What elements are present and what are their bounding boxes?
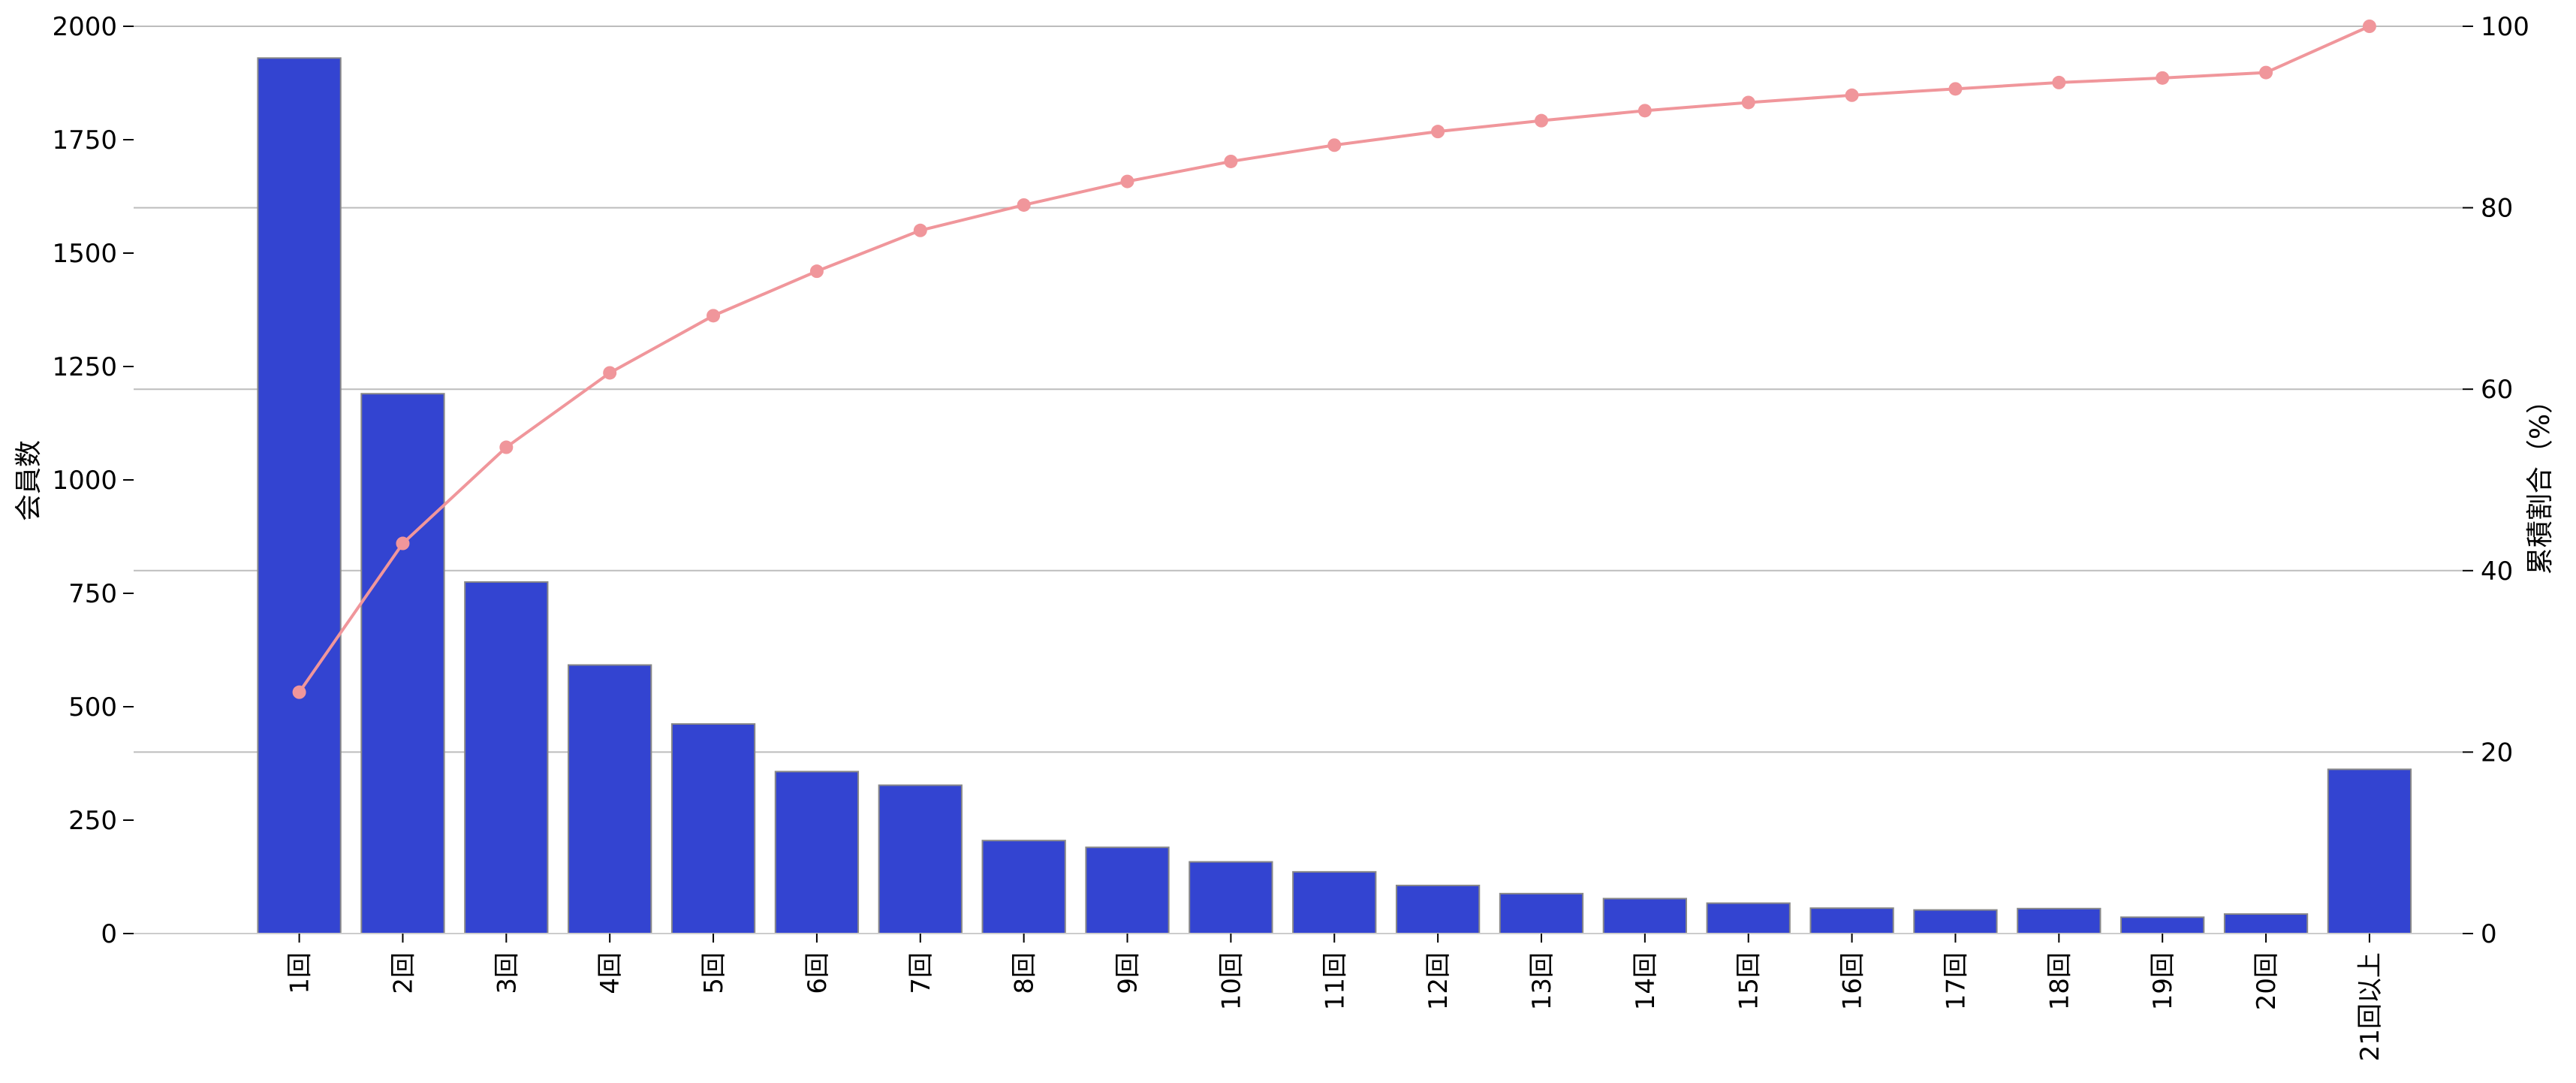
bar [2017,907,2101,935]
bar [774,771,860,934]
left-y-axis-title: 会員数 [14,440,44,521]
left-tick-label: 500 [68,692,117,723]
left-tick-label: 1500 [52,239,117,269]
x-tick-label: 5回 [699,952,729,994]
line-point [913,223,927,237]
right-y-axis-title: 累積割合（%） [2525,387,2556,575]
x-tick-label: 9回 [1113,952,1143,994]
line-point [1224,154,1238,168]
bar [568,664,652,934]
x-tick-label: 21回以上 [2355,952,2385,1061]
line-point [1741,95,1755,110]
x-tick-label: 3回 [492,952,522,994]
left-tick-label: 2000 [52,12,117,42]
line-point [1327,138,1342,152]
bar [2223,913,2309,934]
left-tick-label: 750 [68,579,117,609]
left-tick-label: 1000 [52,466,117,496]
x-tick-label: 6回 [803,952,833,994]
cumulative-line-series [292,20,2376,699]
bar [1189,861,1273,934]
x-tick-label: 17回 [1941,952,1971,1010]
x-tick-label: 2回 [388,952,418,994]
line-point [2052,75,2066,89]
x-tick-label: 10回 [1216,952,1246,1010]
bar [981,840,1066,935]
bar [1292,870,1377,934]
bar [1602,897,1688,934]
bar [1499,892,1584,935]
line-point [707,309,721,323]
x-tick-label: 19回 [2148,952,2178,1010]
x-tick-label: 11回 [1320,952,1350,1010]
bar [360,393,445,934]
bar [464,581,549,935]
right-tick-label: 40 [2481,557,2513,587]
line-point [1431,125,1445,139]
x-tick-label: 20回 [2252,952,2282,1010]
bar [257,57,342,934]
left-tick-label: 1250 [52,352,117,382]
bar [2120,916,2205,934]
line-point [396,536,410,551]
x-axis: 1回 2回 3回 4回 5回 6回 7回 8回 9回 10回 11回 12回 13回 14回 15回 16回 1… [134,933,2463,1061]
bar [1706,902,1791,934]
x-tick-label: 1回 [285,952,315,994]
line-point [1948,82,1963,96]
bar [878,784,963,934]
bar [670,723,756,935]
bar [1809,907,1894,935]
x-tick-label: 14回 [1631,952,1661,1010]
left-tick-label: 250 [68,806,117,836]
line-point [499,440,514,454]
right-y-axis: 0 20 40 60 80 100 [2463,12,2529,949]
left-tick-label: 1750 [52,125,117,155]
x-tick-label: 4回 [595,952,625,994]
x-tick-label: 13回 [1527,952,1557,1010]
right-tick-label: 100 [2481,12,2529,42]
cumulative-line [297,25,2370,693]
right-tick-label: 60 [2481,375,2513,405]
x-tick-label: 16回 [1838,952,1868,1010]
line-point [1120,174,1134,189]
bar [1085,846,1170,934]
line-point [603,366,617,380]
line-point [1534,113,1548,128]
x-tick-label: 12回 [1424,952,1454,1010]
line-point [809,264,824,279]
line-point [1637,104,1652,118]
bar [2327,768,2412,935]
line-point [2362,20,2376,33]
line-point [292,685,306,699]
x-tick-label: 8回 [1010,952,1040,994]
x-tick-label: 15回 [1734,952,1764,1010]
bar [1395,884,1481,934]
right-tick-label: 20 [2481,738,2513,768]
line-point [2259,65,2273,80]
bar [1913,909,1998,935]
right-tick-label: 80 [2481,194,2513,224]
bar-series [257,57,2412,935]
line-point [2156,71,2170,85]
line-point [1017,198,1031,212]
left-tick-label: 0 [101,919,117,949]
line-point [1845,88,1859,102]
left-y-axis: 0 250 500 750 1000 1250 1500 1750 2000 [52,12,134,949]
x-tick-label: 18回 [2044,952,2074,1010]
right-tick-label: 0 [2481,919,2497,949]
x-tick-label: 7回 [906,952,936,994]
